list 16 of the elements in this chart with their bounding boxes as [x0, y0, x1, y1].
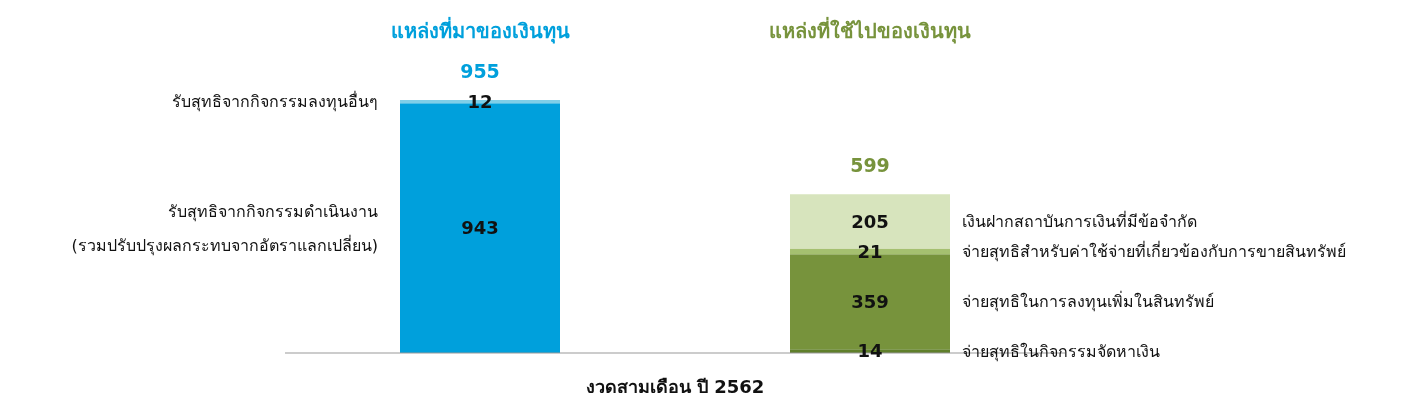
total-label: 599 — [850, 154, 890, 177]
data-label: 12 — [467, 90, 493, 112]
data-label: 943 — [461, 217, 499, 239]
series-label: รับสุทธิจากกิจกรรมลงทุนอื่นๆ — [172, 90, 378, 113]
data-label: 205 — [851, 210, 889, 232]
x-tick-label: แหล่งที่มาของเงินทุน — [390, 16, 570, 44]
total-label: 955 — [460, 60, 500, 82]
series-label: จ่ายสุทธิในกิจกรรมจัดหาเงิน — [962, 341, 1160, 362]
series-label: รับสุทธิจากกิจกรรมดำเนินงาน (รวมปรับปรุงผลกระทบจากอัตราแลกเปลี่ยน) — [71, 201, 378, 256]
x-axis-title: งวดสามเดือน ปี 2562 — [585, 376, 765, 397]
series-label: จ่ายสุทธิในการลงทุนเพิ่มในสินทรัพย์ — [962, 290, 1214, 313]
series-label: เงินฝากสถาบันการเงินที่มีข้อจำกัด — [962, 210, 1197, 232]
x-tick-label: แหล่งที่ใช้ไปของเงินทุน — [769, 16, 971, 44]
series-label: จ่ายสุทธิสำหรับค่าใช้จ่ายที่เกี่ยวข้องกับการขายสินทรัพย์ — [962, 240, 1346, 262]
data-label: 21 — [857, 240, 883, 262]
data-label: 359 — [851, 291, 889, 313]
